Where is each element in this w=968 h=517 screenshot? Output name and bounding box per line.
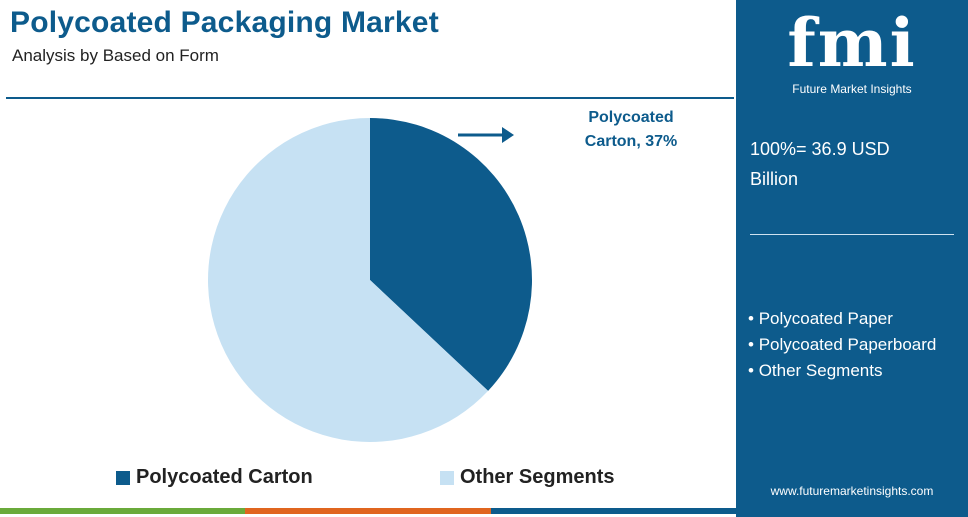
bar-segment-blue	[490, 508, 736, 514]
logo-wordmark: fmi	[787, 4, 917, 82]
chart-legend: Polycoated Carton Other Segments	[0, 466, 736, 492]
pie-slice-polycoated-carton	[370, 118, 533, 391]
callout-arrow	[458, 127, 514, 143]
segment-list: Polycoated Paper Polycoated Paperboard O…	[748, 306, 958, 384]
legend-label: Other Segments	[460, 466, 615, 488]
segment-list-item: Polycoated Paper	[748, 306, 958, 332]
bar-segment-orange	[245, 508, 491, 514]
logo-tagline: Future Market Insights	[792, 82, 912, 96]
legend-item-other-segments: Other Segments	[440, 466, 614, 489]
market-total-line-1: 100%= 36.9 USD	[750, 139, 890, 159]
legend-swatch	[440, 470, 454, 485]
segment-list-item: Polycoated Paperboard	[748, 332, 958, 358]
fmi-logo: fmi Future Market Insights	[766, 4, 938, 100]
legend-item-polycoated-carton: Polycoated Carton	[116, 466, 313, 489]
slice-data-label: Polycoated Carton, 37%	[560, 106, 702, 154]
segment-list-item: Other Segments	[748, 358, 958, 384]
data-label-line-2: Carton, 37%	[584, 133, 678, 150]
website-url: www.futuremarketinsights.com	[770, 484, 934, 498]
bottom-color-bar	[0, 508, 736, 514]
panel-divider	[750, 234, 954, 235]
pie-slice-other-segments	[208, 118, 489, 442]
data-label-line-1: Polycoated	[588, 109, 674, 126]
market-total: 100%= 36.9 USD Billion	[750, 134, 950, 194]
legend-label: Polycoated Carton	[136, 466, 313, 488]
header-divider	[6, 97, 734, 99]
page-subtitle: Analysis by Based on Form	[12, 46, 219, 65]
pie-chart-area	[0, 100, 736, 500]
legend-swatch	[116, 470, 130, 485]
market-total-line-2: Billion	[750, 169, 799, 189]
side-panel: fmi Future Market Insights 100%= 36.9 US…	[736, 0, 968, 517]
pie-chart	[208, 118, 533, 442]
bar-segment-green	[0, 508, 246, 514]
page-title: Polycoated Packaging Market	[10, 6, 439, 39]
